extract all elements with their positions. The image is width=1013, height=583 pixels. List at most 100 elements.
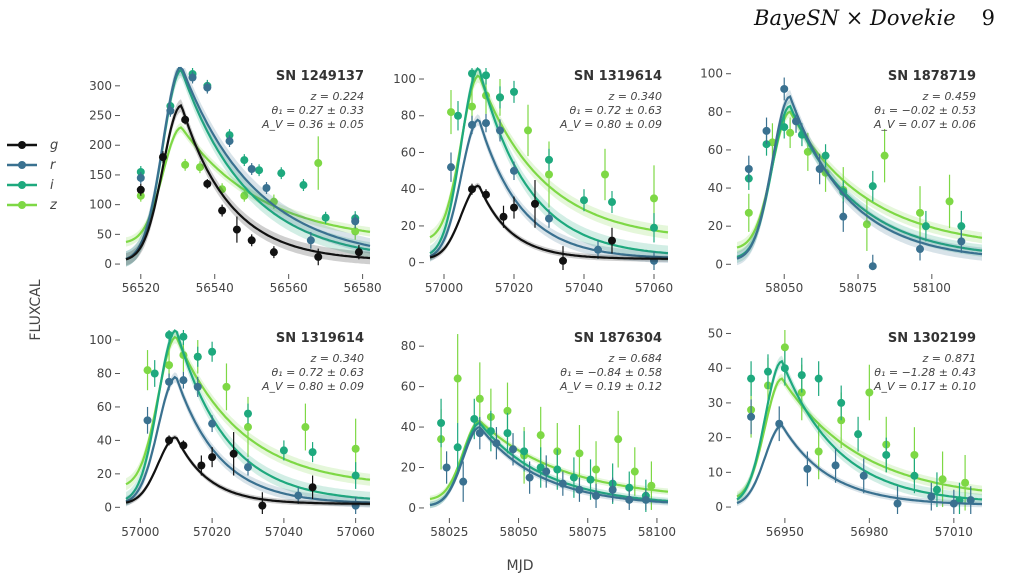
legend-marker-g [18,141,26,149]
data-point-r [792,117,801,126]
data-point-r [247,165,256,173]
legend-marker-r [18,161,26,169]
data-point-r [927,492,936,501]
y-tick-label: 0 [408,256,416,270]
data-point-i [165,331,174,340]
data-point-i [437,419,446,428]
data-point-r [803,464,812,473]
data-point-i [244,409,252,418]
data-point-g [258,501,267,510]
data-point-z [468,102,476,111]
data-point-r [143,416,152,425]
x-tick-label: 57040 [565,281,603,295]
data-point-r [351,217,360,226]
model-curve-g [125,436,370,505]
chart-panel: 0 20 40 60 80 100 58050 58075 58100 SN 1878719 z =… [700,67,983,295]
page-header: BayeSN × Dovekie 9 [754,6,995,30]
data-point-z [575,449,584,458]
data-point-z [503,406,512,415]
data-point-r [525,473,534,482]
model-band-z [737,106,982,253]
data-point-z [865,388,874,397]
data-point-g [229,449,238,458]
data-point-z [780,343,789,352]
data-point-r [831,461,840,470]
panel-annotation-z: z = 0.459 [922,90,976,103]
y-tick-label: 20 [97,467,112,481]
data-point-i [486,427,495,436]
data-point-g [136,185,145,194]
data-point-i [351,471,360,480]
data-point-r [545,214,553,223]
data-point-z [650,194,658,203]
y-tick-label: 40 [708,181,723,195]
data-point-i [868,182,877,191]
data-point-r [492,439,501,448]
data-point-g [559,256,567,265]
data-point-r [166,106,175,115]
data-point-i [854,430,863,439]
data-point-z [244,423,252,432]
data-point-z [910,450,919,459]
data-point-r [510,166,518,175]
y-tick-label: 30 [708,396,723,410]
chart-panel: 0 20 40 60 80 58025 58050 58075 58100 SN 1876304 z… [401,331,676,539]
model-curve-i [736,104,983,258]
data-point-g [531,199,539,208]
model-band-z [737,373,982,502]
y-tick-label: 250 [89,109,112,123]
legend-marker-z [18,201,26,209]
data-point-z [195,163,204,172]
model-curve-z [736,377,983,498]
x-tick-label: 57000 [121,525,159,539]
data-point-z [786,128,795,137]
y-tick-label: 60 [401,145,416,159]
legend-marker-i [18,181,26,189]
data-point-i [553,465,562,474]
data-point-r [744,165,753,173]
data-point-r [475,429,484,438]
y-tick-label: 40 [401,182,416,196]
model-band-z [126,331,370,491]
panel-annotation-z: z = 0.871 [922,352,976,365]
data-point-i [814,374,823,383]
model-band-i [737,355,982,506]
data-point-i [179,332,188,341]
data-point-i [453,443,462,452]
model-curve-r [736,95,983,260]
data-point-r [608,485,617,494]
data-point-r [468,120,476,129]
data-point-r [179,376,188,385]
data-point-i [780,123,789,132]
data-point-z [862,220,871,229]
data-point-r [957,237,966,246]
data-point-z [803,147,812,156]
data-point-g [482,190,490,199]
running-title: BayeSN × Dovekie [754,6,956,30]
data-point-r [762,126,771,135]
model-curve-r [125,375,371,504]
data-point-i [921,222,930,231]
panel-title: SN 1302199 [888,331,976,346]
data-point-z [916,208,925,217]
data-point-i [308,448,317,457]
data-point-g [203,179,212,188]
model-curve-g [125,103,371,261]
data-point-r [136,173,145,182]
data-point-i [503,429,512,438]
panel-annotation-theta: θ₁ = 0.72 ± 0.63 [569,104,662,117]
data-point-r [188,73,197,82]
y-tick-label: 20 [708,219,723,233]
data-point-i [569,473,578,482]
data-point-r [203,83,212,92]
data-point-g [269,248,278,257]
data-point-r [815,165,824,173]
legend-label-i: i [50,178,54,193]
data-point-r [262,184,271,193]
data-point-r [868,262,877,271]
x-tick-label: 58075 [569,525,607,539]
y-tick-label: 80 [97,366,112,380]
data-point-z [314,159,323,168]
x-tick-label: 58075 [839,281,877,295]
data-point-z [475,394,484,403]
